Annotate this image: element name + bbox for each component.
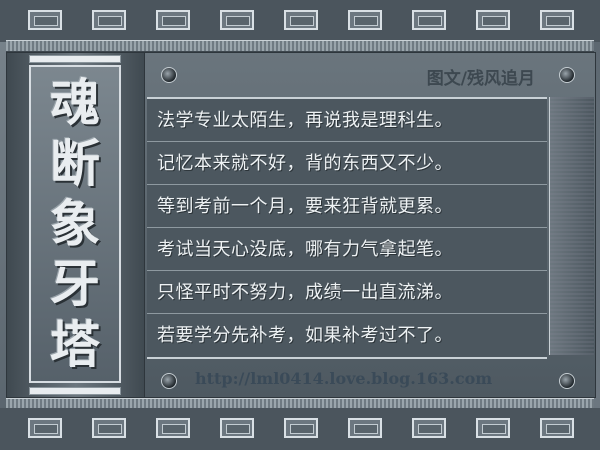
poem-line: 等到考前一个月，要来狂背就更累。 [147, 185, 547, 228]
title-column: 魂 断 象 牙 塔 [6, 52, 146, 398]
film-hole [348, 418, 382, 438]
poem-line: 法学专业太陌生，再说我是理科生。 [147, 99, 547, 142]
film-hole [412, 418, 446, 438]
title-char: 断 [50, 133, 100, 193]
rivet-icon [161, 373, 177, 389]
film-hole [476, 418, 510, 438]
title-bar-top [29, 55, 121, 63]
film-hole [220, 418, 254, 438]
film-hole [156, 418, 190, 438]
film-hole [92, 10, 126, 30]
poem-line: 考试当天心没底，哪有力气拿起笔。 [147, 228, 547, 271]
film-hole [348, 10, 382, 30]
poem-line: 只怪平时不努力，成绩一出直流涕。 [147, 271, 547, 314]
title-bar-bottom [29, 387, 121, 395]
film-hole [284, 10, 318, 30]
title-box: 魂 断 象 牙 塔 [29, 65, 121, 383]
title-char: 牙 [50, 254, 100, 314]
rivet-icon [559, 67, 575, 83]
film-hole [28, 418, 62, 438]
film-hole [92, 418, 126, 438]
title-char: 塔 [50, 314, 100, 374]
film-strip-top [0, 0, 600, 42]
film-hole [156, 10, 190, 30]
metal-rail-top [6, 40, 594, 52]
rivet-icon [161, 67, 177, 83]
title-char: 象 [50, 193, 100, 253]
film-hole [540, 10, 574, 30]
rivet-icon [559, 373, 575, 389]
author-credit: 图文/残风追月 [426, 69, 535, 89]
film-strip-bottom [0, 408, 600, 450]
poem-lines: 法学专业太陌生，再说我是理科生。 记忆本来就不好，背的东西又不少。 等到考前一个… [147, 97, 547, 359]
film-hole [476, 10, 510, 30]
film-hole [284, 418, 318, 438]
film-hole [28, 10, 62, 30]
title-char: 魂 [50, 73, 100, 133]
side-grill [549, 97, 594, 355]
poem-panel: 图文/残风追月 法学专业太陌生，再说我是理科生。 记忆本来就不好，背的东西又不少… [144, 52, 596, 398]
poem-line: 若要学分先补考，如果补考过不了。 [157, 325, 453, 346]
poem-line: 记忆本来就不好，背的东西又不少。 [147, 142, 547, 185]
blog-url: http://lml0414.love.blog.163.com [195, 369, 493, 388]
film-hole [220, 10, 254, 30]
film-hole [412, 10, 446, 30]
film-hole [540, 418, 574, 438]
